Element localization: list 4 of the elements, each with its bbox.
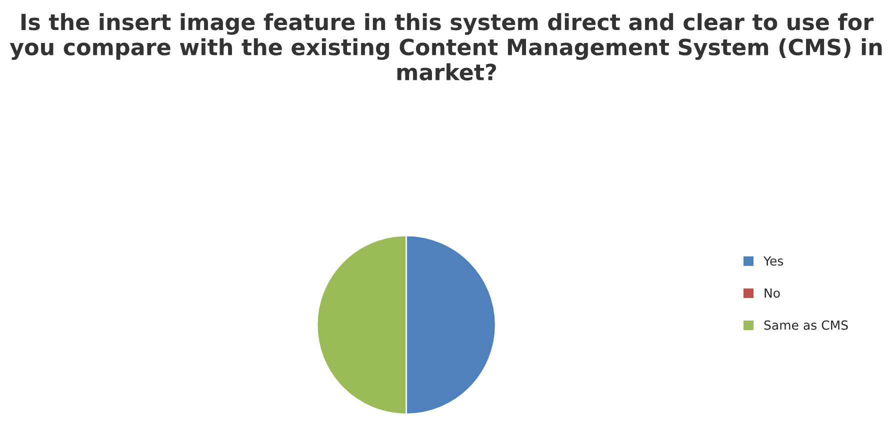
chart-title: Is the insert image feature in this system direct and clear to use for you compare with the existing Content Management System (CMS) in market?: [10, 13, 882, 80]
legend-label: Yes: [763, 256, 784, 266]
legend-label: Same as CMS: [764, 320, 848, 330]
legend-label: No: [764, 288, 780, 298]
